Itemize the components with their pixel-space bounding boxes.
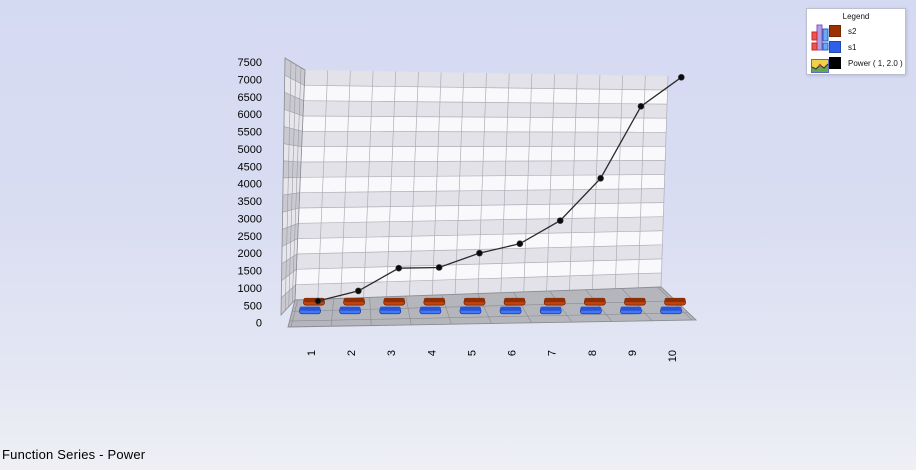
power-line-series <box>314 74 685 305</box>
legend-title: Legend <box>842 12 870 21</box>
y-axis-tick-label: 2000 <box>238 248 262 260</box>
legend-swatch-s2 <box>829 25 841 37</box>
legend-label-s1: s1 <box>848 42 857 52</box>
x-axis-tick-label: 8 <box>587 350 599 356</box>
y-axis-tick-label: 0 <box>256 318 262 330</box>
legend-label-s2: s2 <box>848 26 857 36</box>
power-data-point[interactable] <box>476 249 483 257</box>
y-axis-tick-label: 4000 <box>238 179 262 191</box>
y-axis-tick-label: 1500 <box>238 266 262 278</box>
y-axis-tick-label: 2500 <box>238 231 262 243</box>
y-axis-tick-label: 5500 <box>238 127 262 139</box>
power-data-point[interactable] <box>678 74 685 81</box>
y-axis-tick-label: 6500 <box>238 92 262 104</box>
y-axis-tick-label: 500 <box>244 300 262 312</box>
x-axis-tick-label: 1 <box>306 350 318 356</box>
power-data-point[interactable] <box>435 264 443 271</box>
bar-chart-icon <box>811 24 829 59</box>
chart-floor <box>287 286 698 328</box>
legend-swatch-power <box>829 57 841 69</box>
legend-swatch-s1 <box>829 41 841 53</box>
x-axis-tick-label: 9 <box>627 350 639 356</box>
legend-label-power: Power ( 1, 2.0 ) <box>848 58 903 68</box>
legend-entry-s1[interactable]: s1 <box>829 39 903 55</box>
y-axis-tick-label: 3000 <box>238 213 262 225</box>
x-axis-tick-label: 7 <box>547 350 559 356</box>
bar-series-s1 <box>299 306 682 315</box>
power-data-point[interactable] <box>597 175 604 182</box>
power-data-point[interactable] <box>395 264 403 272</box>
bar-series-s2 <box>303 297 686 306</box>
power-data-point[interactable] <box>556 217 564 224</box>
x-axis-labels: 1 2 3 4 5 6 7 8 9 10 <box>306 350 679 362</box>
power-data-point[interactable] <box>516 240 524 247</box>
x-axis-tick-label: 2 <box>346 350 358 356</box>
x-axis-tick-label: 4 <box>426 350 438 356</box>
chart-title: Function Series - Power <box>2 447 146 462</box>
y-axis-tick-label: 6000 <box>238 109 262 121</box>
y-axis-tick-label: 1000 <box>238 283 262 295</box>
y-axis-tick-label: 5000 <box>238 144 262 156</box>
x-axis-tick-label: 5 <box>466 350 478 356</box>
chart-back-wall <box>294 69 669 301</box>
x-axis-tick-label: 3 <box>386 350 398 356</box>
power-data-point[interactable] <box>314 297 322 305</box>
power-data-point[interactable] <box>637 103 645 110</box>
x-axis-tick-label: 10 <box>667 350 679 362</box>
power-data-point[interactable] <box>355 287 362 295</box>
y-axis-tick-label: 3500 <box>238 196 262 208</box>
y-axis-labels: 0 500 1000 1500 2000 2500 3000 3500 4000 4500 5000… <box>238 57 262 330</box>
y-axis-tick-label: 7000 <box>238 74 262 86</box>
legend-entry-power[interactable]: Power ( 1, 2.0 ) <box>829 55 903 71</box>
legend-entry-s2[interactable]: s2 <box>829 23 903 39</box>
chart-left-wall <box>280 57 306 317</box>
legend-box: Legend <box>806 8 906 75</box>
area-chart-icon <box>811 59 829 78</box>
x-axis-tick-label: 6 <box>507 350 519 356</box>
y-axis-tick-label: 4500 <box>238 161 262 173</box>
y-axis-tick-label: 7500 <box>238 57 262 69</box>
